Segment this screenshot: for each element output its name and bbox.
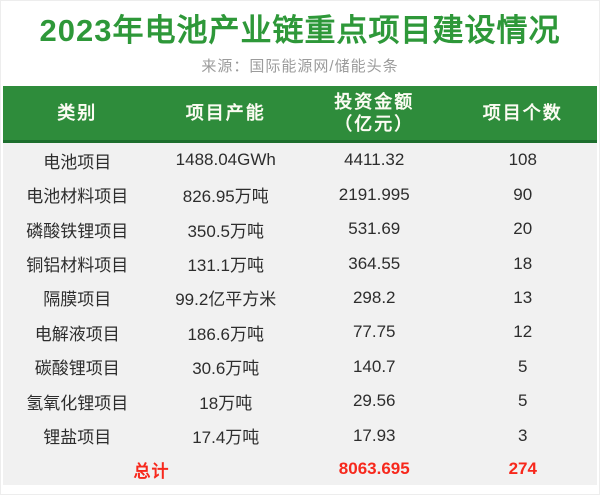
table-header-row: 类别 项目产能 投资金额 （亿元） 项目个数 [3,86,597,143]
cell-capacity: 1488.04GWh [175,150,276,170]
cell-capacity: 17.4万吨 [192,428,260,448]
cell-count: 12 [513,322,533,342]
cell-count: 3 [518,425,528,445]
cell-count: 18 [513,253,533,273]
cell-capacity: 826.95万吨 [182,187,269,207]
table-row: 氢氧化锂项目 18万吨 29.56 5 [3,384,597,418]
table-row: 隔膜项目 99.2亿平方米 298.2 13 [3,281,597,315]
cell-category: 电池项目 [43,152,112,172]
table-body: 电池项目 1488.04GWh 4411.32 108 电池材料项目 826.9… [3,143,597,453]
total-investment-value: 8063.695 [338,459,410,478]
bottom-margin [1,485,599,494]
cell-count: 90 [513,184,533,204]
cell-capacity: 99.2亿平方米 [175,290,277,310]
table-row: 电池材料项目 826.95万吨 2191.995 90 [3,177,597,211]
cell-investment: 17.93 [352,425,396,445]
cell-count: 13 [513,287,533,307]
cell-category: 电池材料项目 [26,187,129,207]
table-row: 电池项目 1488.04GWh 4411.32 108 [3,143,597,177]
header-cell-capacity: 项目产能 [185,102,266,123]
cell-count: 20 [513,219,533,239]
cell-capacity: 186.6万吨 [187,324,265,344]
total-count-value: 274 [508,459,537,478]
table-row: 碳酸锂项目 30.6万吨 140.7 5 [3,350,597,384]
cell-count: 5 [518,356,528,376]
cell-capacity: 350.5万吨 [187,221,265,241]
cell-investment: 140.7 [352,356,396,376]
data-table: 类别 项目产能 投资金额 （亿元） 项目个数 电池项目 1488.04GWh 4… [3,86,597,485]
cell-category: 电解液项目 [34,324,120,344]
cell-investment: 364.55 [348,253,401,273]
cell-investment: 4411.32 [344,150,405,170]
cell-count: 5 [518,391,528,411]
page-title: 2023年电池产业链重点项目建设情况 [39,13,561,48]
cell-capacity: 131.1万吨 [187,256,265,276]
cell-capacity: 30.6万吨 [192,359,260,379]
cell-category: 磷酸铁锂项目 [26,221,129,241]
table-row: 铜铝材料项目 131.1万吨 364.55 18 [3,246,597,280]
cell-capacity: 18万吨 [199,393,253,413]
table-row: 锂盐项目 17.4万吨 17.93 3 [3,419,597,453]
source-line: 来源：国际能源网/储能头条 [201,58,399,75]
cell-investment: 2191.995 [338,184,410,204]
cell-investment: 29.56 [352,391,396,411]
cell-count: 108 [508,150,537,170]
cell-category: 隔膜项目 [43,290,112,310]
cell-category: 氢氧化锂项目 [26,393,129,413]
cell-category: 铜铝材料项目 [26,256,129,276]
header-cell-count: 项目个数 [482,102,563,123]
total-label: 总计 [133,461,170,481]
cell-category: 锂盐项目 [43,428,112,448]
cell-investment: 77.75 [352,322,396,342]
cell-category: 碳酸锂项目 [34,359,120,379]
table-row: 磷酸铁锂项目 350.5万吨 531.69 20 [3,212,597,246]
cell-investment: 298.2 [352,287,396,307]
header-cell-category: 类别 [57,102,98,123]
table-total-row: 总计 8063.695 274 [3,453,597,485]
table-row: 电解液项目 186.6万吨 77.75 12 [3,315,597,349]
cell-investment: 531.69 [348,219,401,239]
header-cell-investment: 投资金额 （亿元） [334,91,415,135]
